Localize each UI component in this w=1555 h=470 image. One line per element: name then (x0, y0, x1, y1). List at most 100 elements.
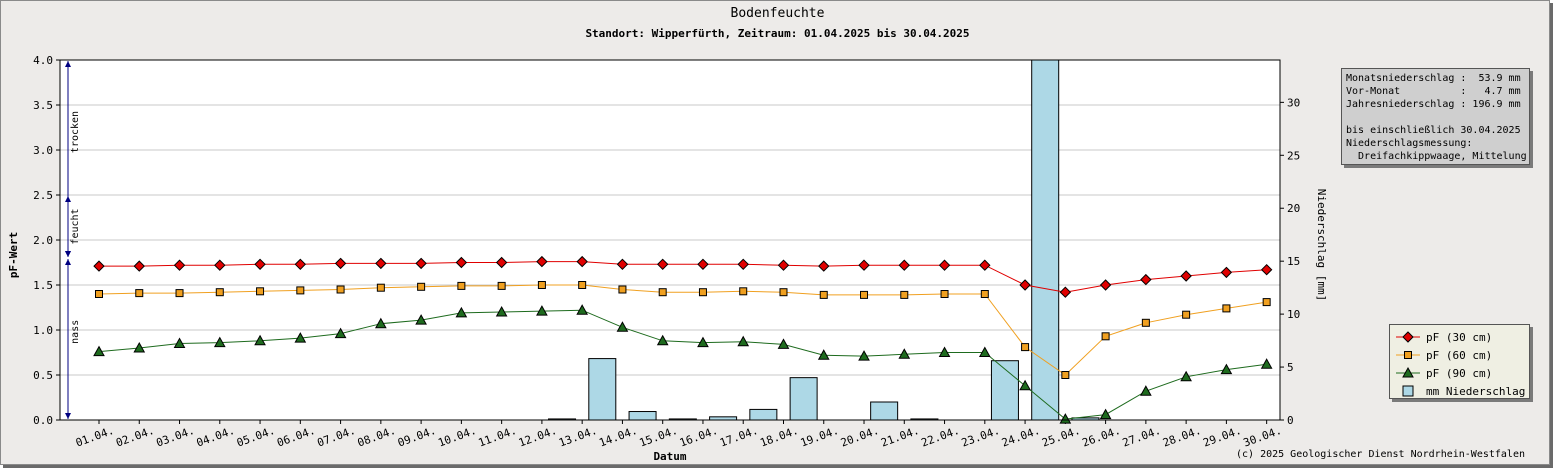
x-tick-label: 23.04. (960, 424, 1002, 450)
data-point (860, 290, 869, 299)
data-point (1140, 385, 1152, 396)
y-tick-label: 2.0 (33, 234, 53, 247)
data-point (900, 290, 909, 299)
data-point (1220, 363, 1233, 375)
data-point (376, 283, 385, 292)
data-point (779, 288, 788, 297)
wet-zone-arrow-down (65, 413, 71, 419)
x-tick-label: 28.04. (1161, 424, 1203, 450)
x-tick-label: 17.04. (718, 424, 760, 450)
y2-tick-label: 5 (1287, 361, 1294, 374)
x-tick-label: 14.04. (597, 424, 639, 450)
data-point (578, 281, 587, 289)
y2-tick-label: 20 (1287, 202, 1300, 215)
data-point (1061, 371, 1070, 379)
y-axis-title: pF-Wert (7, 232, 20, 278)
precipitation-bar (990, 360, 1019, 421)
y2-tick-label: 30 (1287, 96, 1300, 109)
y-tick-label: 0.0 (33, 414, 53, 427)
legend-label: pF (30 cm) (1426, 330, 1493, 344)
x-tick-label: 19.04. (799, 424, 841, 450)
x-tick-label: 06.04. (275, 424, 317, 450)
data-point (294, 258, 307, 271)
y-tick-label: 4.0 (33, 54, 53, 67)
data-point (334, 257, 347, 270)
x-axis-title: Datum (653, 450, 686, 463)
data-point (978, 346, 991, 357)
legend-label: mm Niederschlag (1426, 384, 1526, 398)
data-point (415, 257, 427, 270)
data-point (296, 286, 305, 295)
data-point (618, 285, 627, 294)
data-point (980, 290, 989, 298)
data-point (1019, 279, 1031, 291)
plot-border (59, 59, 1281, 421)
x-tick-label: 01.04. (74, 424, 116, 450)
data-point (334, 327, 347, 339)
data-point (658, 288, 667, 297)
data-point (294, 332, 307, 343)
data-point (95, 290, 103, 298)
precipitation-bar (870, 401, 899, 421)
data-point (1180, 270, 1192, 282)
data-point (656, 334, 669, 346)
data-point (536, 255, 548, 268)
y-tick-label: 2.5 (33, 189, 53, 202)
x-tick-label: 24.04. (1000, 424, 1042, 450)
precipitation-bar (789, 377, 818, 421)
x-tick-label: 15.04. (638, 424, 680, 450)
data-point (175, 289, 184, 298)
chart-subtitle: Standort: Wipperfürth, Zeitraum: 01.04.2… (585, 27, 970, 40)
x-tick-label: 27.04. (1121, 424, 1163, 450)
data-point (1021, 343, 1030, 352)
data-point (576, 304, 589, 315)
data-point (938, 346, 951, 357)
y2-tick-label: 15 (1287, 255, 1300, 268)
data-point (537, 281, 546, 289)
info-lines: Monatsniederschlag : 53.9 mm Vor-Monat :… (1346, 73, 1527, 162)
data-point (415, 314, 427, 325)
data-point (737, 258, 749, 271)
precipitation-info-box: Monatsniederschlag : 53.9 mm Vor-Monat :… (1341, 68, 1530, 165)
x-tick-label: 30.04. (1242, 424, 1284, 450)
y2-axis-title: Niederschlag [mm] (1315, 189, 1328, 302)
y2-tick-label: 0 (1287, 414, 1294, 427)
zone-label-wet: nass (70, 320, 81, 344)
x-tick-label: 18.04. (758, 424, 800, 450)
data-point (135, 289, 144, 298)
data-point (698, 288, 707, 297)
legend-label: pF (90 cm) (1426, 366, 1493, 380)
legend-swatch (1396, 331, 1420, 343)
y-tick-label: 3.0 (33, 144, 53, 157)
data-point (819, 290, 828, 299)
precipitation-bar (1031, 59, 1060, 421)
x-tick-label: 08.04. (356, 424, 398, 450)
x-tick-label: 20.04. (839, 424, 881, 450)
chart-title: Bodenfeuchte (730, 6, 825, 21)
x-tick-label: 11.04. (477, 424, 519, 450)
y-tick-label: 3.5 (33, 99, 53, 112)
data-point (495, 256, 508, 269)
data-point (256, 287, 265, 296)
data-point (215, 288, 224, 297)
x-tick-label: 22.04. (919, 424, 961, 450)
legend-label: pF (60 cm) (1426, 348, 1493, 362)
data-point (1220, 266, 1233, 279)
x-tick-label: 25.04. (1040, 424, 1082, 450)
moist-zone-arrow-down (65, 251, 71, 257)
data-point (536, 305, 548, 316)
chart-legend: pF (30 cm) pF (60 cm) pF (90 cm) mm Nieders… (1389, 324, 1530, 399)
data-point (777, 259, 790, 271)
data-point (817, 349, 830, 360)
data-point (898, 259, 910, 271)
data-point (495, 305, 508, 317)
x-tick-label: 02.04. (114, 424, 156, 450)
data-point (616, 258, 629, 271)
moist-zone-arrow-up (65, 196, 71, 202)
data-point (818, 260, 830, 272)
precipitation-bar (628, 411, 657, 421)
data-point (1262, 298, 1271, 307)
data-point (1019, 379, 1031, 391)
y2-tick-label: 10 (1287, 308, 1300, 321)
data-point (656, 258, 669, 271)
